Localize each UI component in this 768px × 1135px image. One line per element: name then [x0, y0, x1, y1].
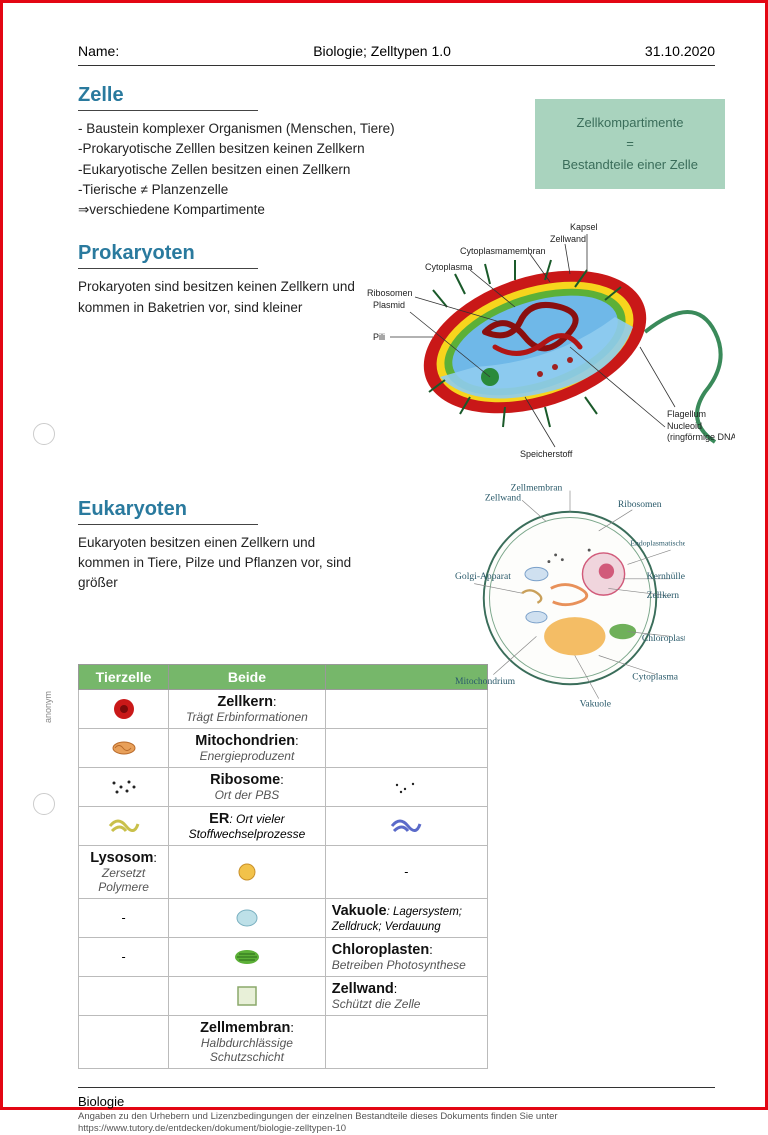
label-chloroplast: Chloroplast [642, 633, 685, 644]
table-row: - Vakuole: Lagersystem; Zelldruck; Verda… [79, 898, 488, 937]
cell-icon-dots [79, 767, 169, 806]
name-label: Name: [78, 43, 119, 59]
heading-zelle: Zelle [78, 84, 258, 111]
label-nucleoid: Nucleoid [667, 421, 702, 431]
table-row: Zellkern:Trägt Erbinformationen [79, 689, 488, 728]
cell-icon-er [79, 806, 169, 845]
table-row: Ribosome:Ort der PBS [79, 767, 488, 806]
label-zellkern: Zellkern [647, 590, 680, 601]
eukaryote-diagram: Zellmembran Zellwand Golgi-Apparat Ribos… [455, 483, 685, 713]
cell-icon-mito [79, 728, 169, 767]
punch-hole [33, 423, 55, 445]
label-cytoplasmamembran: Cytoplasmamembran [460, 246, 546, 256]
footer: Biologie Angaben zu den Urhebern und Liz… [78, 1087, 715, 1135]
label-kernhuelle: Kernhülle [647, 571, 685, 582]
label-golgi: Golgi-Apparat [455, 571, 511, 582]
label-nucleoid-sub: (ringförmige DNA) [667, 432, 735, 442]
table-row: Zellwand:Schützt die Zelle [79, 976, 488, 1015]
eukaryoten-text: Eukaryoten besitzen einen Zellkern und k… [78, 533, 368, 594]
callout-line: = [553, 134, 707, 155]
table-row: Zellmembran:Halbdurchlässige Schutzschic… [79, 1015, 488, 1068]
label-endoplasm: Endoplasmatisches Retikulum [630, 538, 685, 547]
prokaryoten-text: Prokaryoten sind besitzen keinen Zellker… [78, 277, 358, 318]
cell-icon-chloro [169, 937, 326, 976]
cell-zellwand: Zellwand:Schützt die Zelle [325, 976, 487, 1015]
punch-hole [33, 793, 55, 815]
cell-vakuole: Vakuole: Lagersystem; Zelldruck; Verdauu… [325, 898, 487, 937]
cell-empty [79, 1015, 169, 1068]
cell-dash: - [79, 898, 169, 937]
table-row: Lysosom:Zersetzt Polymere - [79, 845, 488, 898]
page-title: Biologie; Zelltypen 1.0 [313, 43, 451, 59]
label-plasmid: Plasmid [373, 300, 405, 310]
page-frame: anonym Name: Biologie; Zelltypen 1.0 31.… [0, 0, 768, 1110]
th-tierzelle: Tierzelle [79, 664, 169, 689]
heading-eukaryoten: Eukaryoten [78, 498, 258, 525]
cell-icon-wall [169, 976, 326, 1015]
section-eukaryoten: Eukaryoten Eukaryoten besitzen einen Zel… [78, 498, 715, 1069]
date: 31.10.2020 [645, 43, 715, 59]
section-zelle: Zelle - Baustein komplexer Organismen (M… [78, 84, 715, 220]
label-zellwand: Zellwand [550, 234, 586, 244]
cell-icon-vacuole [169, 898, 326, 937]
label-ribosomen: Ribosomen [618, 499, 662, 510]
table-row: ER: Ort vieler Stoffwechselprozesse [79, 806, 488, 845]
section-prokaryoten: Prokaryoten Prokaryoten sind besitzen ke… [78, 242, 715, 318]
cell-ribosome: Ribosome:Ort der PBS [169, 767, 326, 806]
side-label: anonym [43, 691, 53, 723]
footer-subject: Biologie [78, 1094, 715, 1109]
cell-zellkern: Zellkern:Trägt Erbinformationen [169, 689, 326, 728]
cell-chloroplasten: Chloroplasten:Betreiben Photosynthese [325, 937, 487, 976]
th-beide: Beide [169, 664, 326, 689]
cell-icon-nucleus [79, 689, 169, 728]
cell-icon-er-b [325, 806, 487, 845]
prokaryote-diagram: Kapsel Zellwand Cytoplasmamembran Cytopl… [355, 212, 735, 472]
table-row: Mitochondrien:Energieproduzent [79, 728, 488, 767]
table-row: - Chloroplasten:Betreiben Photosynthese [79, 937, 488, 976]
heading-prokaryoten: Prokaryoten [78, 242, 258, 269]
callout-line: Zellkompartimente [553, 113, 707, 134]
callout-box: Zellkompartimente = Bestandteile einer Z… [535, 99, 725, 189]
label-vakuole: Vakuole [580, 698, 611, 709]
label-cytoplasma: Cytoplasma [425, 262, 473, 272]
label-cytoplasma: Cytoplasma [632, 671, 679, 682]
label-mitochondrium: Mitochondrium [455, 676, 516, 687]
cell-lysosom: Lysosom:Zersetzt Polymere [79, 845, 169, 898]
comparison-table: Tierzelle Beide Zellkern:Trägt Erbinform… [78, 664, 488, 1069]
cell-empty [79, 976, 169, 1015]
cell-mitochondrien: Mitochondrien:Energieproduzent [169, 728, 326, 767]
label-speicherstoff: Speicherstoff [520, 449, 573, 459]
callout-line: Bestandteile einer Zelle [553, 155, 707, 176]
footer-credit: Angaben zu den Urhebern und Lizenzbeding… [78, 1111, 715, 1135]
label-ribosomen: Ribosomen [367, 288, 413, 298]
cell-dash: - [79, 937, 169, 976]
label-zellwand: Zellwand [485, 492, 521, 503]
label-kapsel: Kapsel [570, 222, 598, 232]
cell-empty [325, 728, 487, 767]
cell-er: ER: Ort vieler Stoffwechselprozesse [169, 806, 326, 845]
cell-zellmembran: Zellmembran:Halbdurchlässige Schutzschic… [169, 1015, 326, 1068]
cell-icon-lyso [169, 845, 326, 898]
cell-dash: - [325, 845, 487, 898]
cell-empty [325, 1015, 487, 1068]
cell-icon-dots2 [325, 767, 487, 806]
header-row: Name: Biologie; Zelltypen 1.0 31.10.2020 [78, 43, 715, 66]
label-flagellum: Flagellum [667, 409, 706, 419]
label-pili: Pili [373, 332, 385, 342]
table-header-row: Tierzelle Beide [79, 664, 488, 689]
